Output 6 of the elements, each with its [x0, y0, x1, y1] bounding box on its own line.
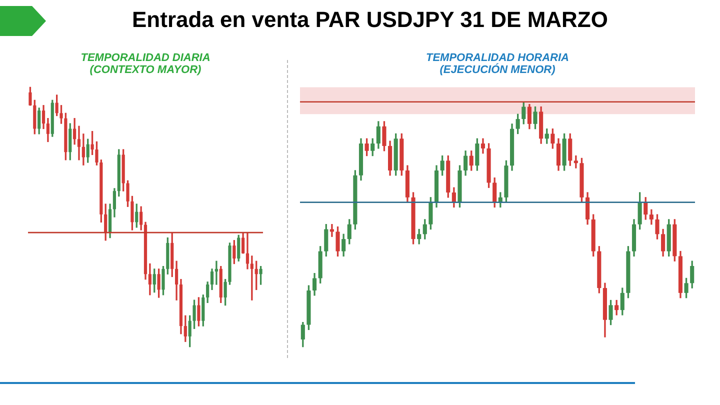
- text: Entrada en venta PAR USDJPY 31 DE MARZO: [131, 7, 609, 33]
- candlestick: [214, 260, 218, 285]
- chart-subtitle: TEMPORALIDAD HORARIA (EJECUCIÓN MENOR): [425, 52, 570, 78]
- candlestick: [77, 126, 81, 160]
- chart-subtitle: TEMPORALIDAD DIARIA (CONTEXTO MAYOR): [80, 52, 212, 78]
- candlestick: [330, 224, 334, 237]
